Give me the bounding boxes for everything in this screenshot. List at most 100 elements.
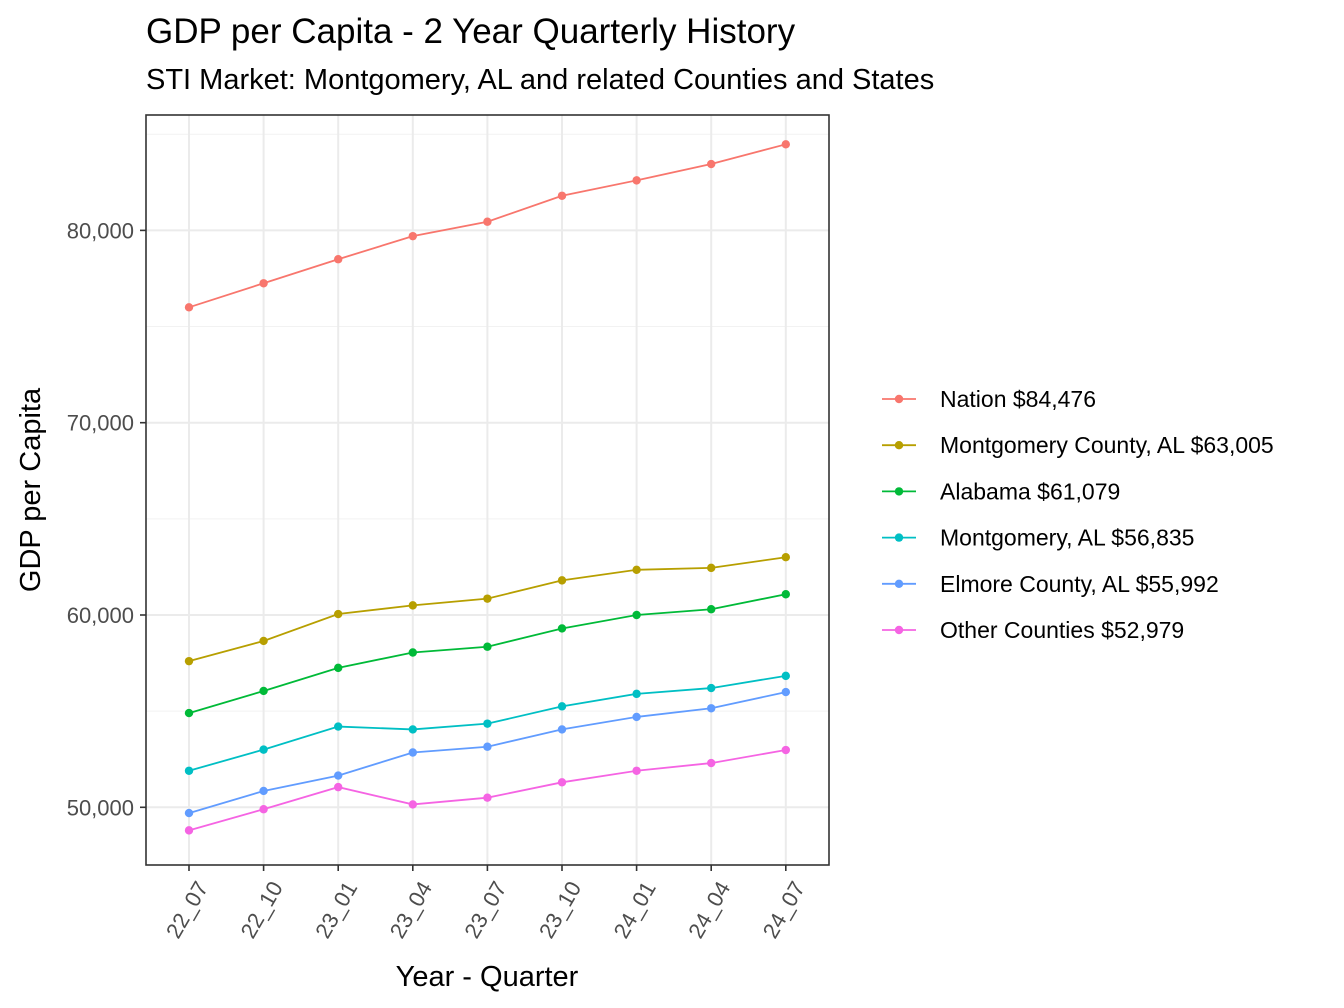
legend-label: Alabama $61,079 xyxy=(940,478,1120,504)
data-point xyxy=(632,610,641,620)
data-point xyxy=(781,140,790,149)
data-point xyxy=(483,217,492,226)
x-axis: 22_07 22_10 23_01 23_04 23_07 23_10 24_01 24_04… xyxy=(161,865,810,942)
legend-key-point xyxy=(894,533,904,542)
x-tick-label: 23_04 xyxy=(385,877,437,942)
data-point xyxy=(184,656,194,666)
legend-label: Montgomery County, AL $63,005 xyxy=(940,432,1274,458)
data-point xyxy=(483,719,492,728)
legend-label: Other Counties $52,979 xyxy=(940,617,1184,643)
legend-item: Alabama $61,079 xyxy=(882,478,1120,504)
series-group xyxy=(184,745,790,835)
x-tick-label: 22_10 xyxy=(236,877,288,942)
legend-key-point xyxy=(894,625,904,635)
data-point xyxy=(184,826,194,835)
data-point xyxy=(632,689,641,699)
data-point xyxy=(557,191,567,200)
data-point xyxy=(781,590,790,599)
data-point xyxy=(334,609,343,619)
series-group xyxy=(184,553,790,666)
data-point xyxy=(408,725,417,734)
legend-item: Montgomery County, AL $63,005 xyxy=(882,432,1274,458)
data-point xyxy=(483,594,492,603)
legend-label: Elmore County, AL $55,992 xyxy=(940,571,1219,597)
series-group xyxy=(184,590,790,718)
data-point xyxy=(184,303,194,312)
data-point xyxy=(781,671,790,681)
data-point xyxy=(557,624,567,633)
x-tick-label: 24_07 xyxy=(758,877,810,942)
y-tick-label: 80,000 xyxy=(67,218,134,243)
series-group xyxy=(184,140,790,312)
data-point xyxy=(259,786,268,796)
legend: Nation $84,476 Montgomery County, AL $63,… xyxy=(882,386,1274,643)
data-point xyxy=(707,563,716,573)
data-point xyxy=(408,648,417,657)
data-point xyxy=(632,565,641,575)
data-point xyxy=(707,683,716,693)
chart-title: GDP per Capita - 2 Year Quarterly Histor… xyxy=(146,12,796,51)
x-axis-title: Year - Quarter xyxy=(396,961,579,993)
legend-key-point xyxy=(894,487,904,496)
data-point xyxy=(259,636,268,646)
series-lines xyxy=(184,140,790,835)
data-point xyxy=(483,742,492,751)
data-point xyxy=(557,778,567,787)
data-point xyxy=(781,745,790,755)
legend-key-point xyxy=(894,441,904,450)
x-tick-label: 24_01 xyxy=(609,877,661,942)
x-tick-label: 22_07 xyxy=(161,877,213,942)
y-axis: 50,000 60,000 70,000 80,000 xyxy=(67,218,146,820)
data-point xyxy=(334,771,343,780)
data-point xyxy=(184,708,194,718)
data-point xyxy=(557,702,567,711)
legend-item: Other Counties $52,979 xyxy=(882,617,1184,643)
legend-label: Nation $84,476 xyxy=(940,386,1096,412)
grid-lines xyxy=(146,115,829,865)
series-group xyxy=(184,671,790,775)
y-axis-title: GDP per Capita xyxy=(15,387,47,592)
legend-key-point xyxy=(894,579,904,588)
x-tick-label: 23_10 xyxy=(534,877,586,942)
data-point xyxy=(781,553,790,562)
data-point xyxy=(259,805,268,814)
legend-item: Nation $84,476 xyxy=(882,386,1096,412)
data-point xyxy=(408,231,417,241)
x-tick-label: 23_07 xyxy=(459,877,511,942)
data-point xyxy=(408,748,417,757)
y-tick-label: 70,000 xyxy=(67,411,134,436)
legend-label: Montgomery, AL $56,835 xyxy=(940,525,1194,551)
data-point xyxy=(707,159,716,169)
series-group xyxy=(184,687,790,818)
data-point xyxy=(184,766,194,775)
data-point xyxy=(632,712,641,722)
data-point xyxy=(334,722,343,731)
data-point xyxy=(259,745,268,754)
data-point xyxy=(557,576,567,585)
x-tick-label: 24_04 xyxy=(683,877,735,942)
data-point xyxy=(483,642,492,651)
data-point xyxy=(184,808,194,818)
x-tick-label: 23_01 xyxy=(310,877,362,942)
data-point xyxy=(334,663,343,673)
data-point xyxy=(707,704,716,713)
data-point xyxy=(781,687,790,697)
data-point xyxy=(707,605,716,614)
data-point xyxy=(632,176,641,185)
data-point xyxy=(707,758,716,768)
legend-item: Elmore County, AL $55,992 xyxy=(882,571,1219,597)
data-point xyxy=(334,255,343,264)
y-tick-label: 60,000 xyxy=(67,603,134,628)
legend-key-point xyxy=(894,394,904,404)
data-point xyxy=(408,800,417,809)
data-point xyxy=(408,601,417,610)
chart-subtitle: STI Market: Montgomery, AL and related C… xyxy=(146,64,935,96)
data-point xyxy=(259,279,268,288)
y-tick-label: 50,000 xyxy=(67,795,134,820)
legend-item: Montgomery, AL $56,835 xyxy=(882,525,1194,551)
data-point xyxy=(483,793,492,802)
data-point xyxy=(632,766,641,775)
data-point xyxy=(334,782,343,792)
data-point xyxy=(557,725,567,734)
